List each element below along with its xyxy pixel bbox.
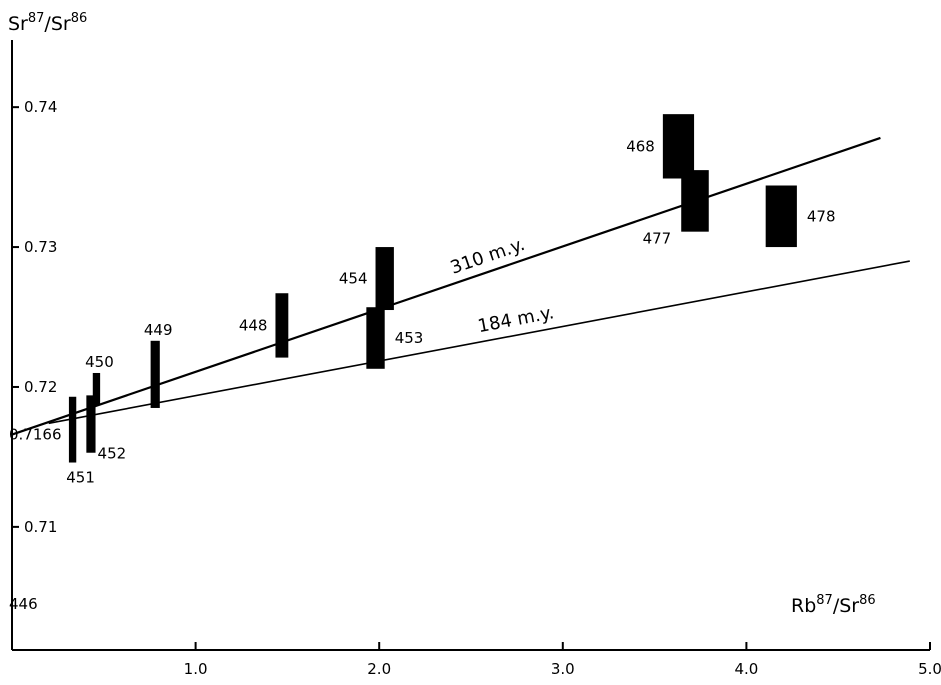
y-tick-label: 0.73 [24, 238, 57, 256]
x-tick-label: 4.0 [734, 660, 758, 678]
sample-label: 452 [98, 445, 127, 463]
y-extra-label: 446 [9, 595, 38, 613]
sample-label: 454 [339, 270, 368, 288]
sample-bar [366, 307, 385, 369]
x-tick-label: 5.0 [918, 660, 941, 678]
sample-label: 453 [395, 329, 424, 347]
sample-label: 450 [85, 353, 114, 371]
isochron-line [11, 136, 881, 436]
isochron-lines: 310 m.y.184 m.y. [11, 136, 910, 436]
sample-label: 477 [643, 230, 672, 248]
sample-label: 478 [807, 207, 836, 225]
isochron-label: 184 m.y. [476, 302, 556, 337]
y-tick-label: 0.72 [24, 378, 57, 396]
sample-bars [68, 114, 797, 463]
sample-bar [68, 396, 77, 463]
sample-bar [86, 395, 96, 453]
y-axis-title: Sr87/Sr86 [8, 11, 87, 35]
sample-bar [681, 170, 709, 232]
sample-bar [765, 185, 797, 248]
x-axis-title: Rb87/Sr86 [791, 593, 876, 617]
x-tick-label: 2.0 [367, 660, 391, 678]
y-extra-label: 0.7166 [9, 426, 62, 444]
tick-group: 1.0 2.0 3.0 4.0 5.0 0.74 0.73 0.72 0.71 0.7166 446 [9, 98, 941, 678]
sample-label: 468 [626, 137, 655, 155]
isochron-line [48, 260, 910, 425]
sample-bar [150, 340, 160, 408]
sample-bar [275, 293, 289, 358]
y-tick-label: 0.71 [24, 518, 57, 536]
sample-label: 449 [144, 321, 173, 339]
sample-bar [92, 372, 101, 406]
sample-bar [375, 247, 394, 311]
x-tick-label: 3.0 [551, 660, 575, 678]
x-tick-label: 1.0 [184, 660, 208, 678]
sample-label: 448 [239, 316, 268, 334]
y-tick-label: 0.74 [24, 98, 57, 116]
sample-label: 451 [66, 469, 95, 487]
sample-bar [662, 114, 695, 179]
axes [11, 40, 930, 651]
